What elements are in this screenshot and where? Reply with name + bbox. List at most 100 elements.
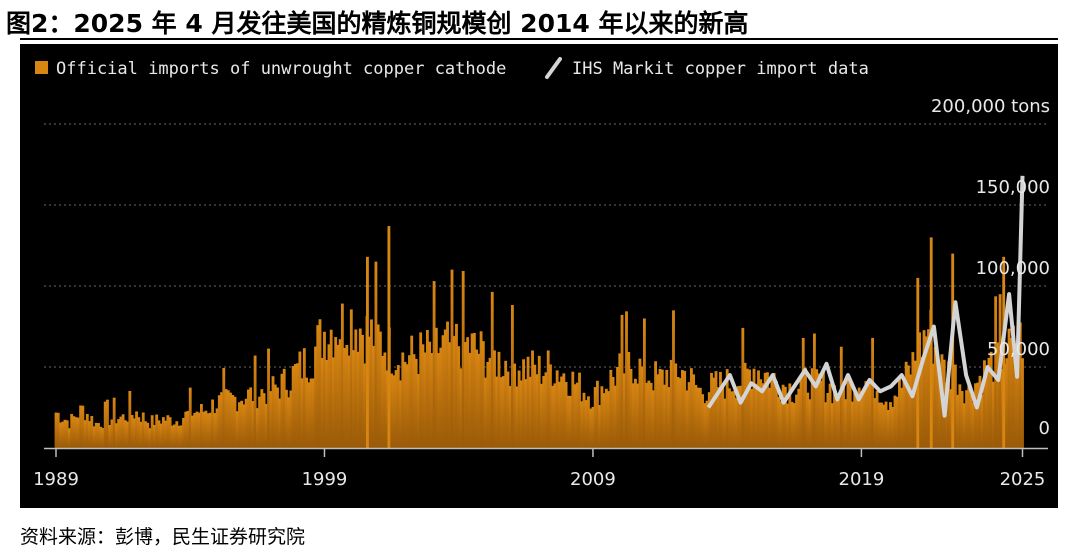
official-bar-226 (560, 376, 564, 448)
official-bar-370 (882, 404, 886, 448)
official-bar-205 (513, 363, 517, 448)
official-bar-224 (555, 370, 559, 448)
official-bar-340 (815, 369, 819, 448)
official-bar-358 (855, 396, 859, 448)
official-bar-378 (900, 387, 904, 448)
official-bar-4 (63, 419, 67, 448)
legend-label-ihs: IHS Markit copper import data (572, 59, 869, 79)
official-bar-405 (960, 391, 964, 448)
official-bar-111 (302, 348, 306, 448)
official-bar-85 (244, 398, 248, 448)
official-bar-336 (806, 392, 810, 448)
official-bar-316 (761, 383, 765, 448)
official-bar-272 (663, 384, 666, 448)
official-bar-356 (851, 401, 854, 448)
official-bar-193 (486, 361, 490, 448)
official-bar-148 (385, 370, 389, 448)
official-bar-410 (971, 402, 975, 448)
official-bar-409 (969, 394, 973, 448)
official-bar-418 (989, 351, 993, 448)
official-bar-415 (983, 360, 986, 448)
official-bar-265 (647, 380, 651, 448)
official-bar-278 (676, 376, 680, 448)
official-bar-222 (551, 385, 555, 448)
x-tick-label-2: 2009 (570, 469, 616, 490)
official-bar-40 (144, 421, 147, 448)
official-bar-217 (540, 383, 543, 448)
official-bar-99 (276, 387, 279, 448)
official-bar-41 (146, 422, 150, 448)
official-bar-321 (772, 372, 776, 448)
official-bar-366 (873, 398, 877, 448)
official-bar-252 (618, 353, 622, 448)
official-bar-5 (65, 420, 69, 448)
official-bar-161 (414, 358, 418, 448)
official-bar-92 (260, 389, 264, 448)
official-bar-253 (620, 314, 624, 448)
official-spike-5 (916, 277, 920, 448)
official-bar-82 (238, 402, 241, 448)
official-bar-3 (61, 421, 65, 448)
official-bar-190 (479, 331, 483, 448)
official-bar-157 (405, 364, 409, 448)
official-bar-66 (202, 411, 206, 448)
official-bar-348 (833, 385, 836, 448)
official-bar-238 (587, 396, 590, 448)
official-bar-283 (687, 382, 691, 448)
official-bar-140 (367, 336, 371, 448)
official-bar-43 (150, 415, 154, 448)
official-bar-214 (533, 364, 537, 448)
official-bar-286 (694, 384, 698, 448)
official-bar-332 (797, 388, 801, 448)
official-bar-187 (472, 332, 476, 448)
official-bar-202 (506, 371, 510, 448)
official-bar-68 (206, 413, 210, 448)
official-bar-158 (408, 355, 411, 448)
official-bar-404 (958, 384, 962, 448)
official-bar-145 (378, 331, 382, 448)
official-bar-106 (291, 366, 295, 448)
official-bar-227 (562, 373, 566, 448)
official-bar-331 (795, 394, 798, 448)
official-bar-113 (307, 382, 311, 448)
official-bar-416 (985, 372, 989, 448)
official-bar-101 (280, 373, 284, 448)
official-bar-33 (128, 390, 132, 448)
official-bar-184 (466, 337, 470, 448)
official-bar-34 (130, 415, 134, 448)
ihs-markit-series (706, 175, 1025, 418)
y-axis-labels: 200,000 tons 150,000 100,000 50,000 0 (931, 96, 1050, 439)
official-bar-168 (430, 353, 434, 448)
official-bar-189 (477, 353, 481, 448)
official-bar-64 (197, 412, 201, 448)
official-bar-362 (864, 381, 868, 448)
official-bar-219 (544, 372, 548, 448)
official-bar-261 (638, 358, 642, 448)
official-bar-360 (859, 396, 863, 448)
official-bar-63 (195, 411, 199, 448)
official-bar-73 (217, 395, 221, 448)
official-bar-328 (788, 383, 792, 448)
official-bar-239 (589, 408, 593, 448)
official-bar-28 (117, 419, 121, 448)
official-bar-154 (399, 380, 402, 448)
official-bar-37 (137, 417, 141, 448)
official-bar-26 (112, 397, 116, 448)
title-divider (20, 38, 1058, 40)
official-bar-164 (421, 344, 425, 448)
official-bar-127 (338, 339, 342, 448)
official-bar-57 (182, 417, 185, 448)
official-bar-402 (953, 364, 957, 448)
official-bar-74 (220, 392, 223, 448)
official-bar-312 (752, 368, 756, 448)
official-bar-45 (155, 414, 159, 448)
official-bar-287 (696, 387, 700, 448)
official-bar-212 (528, 376, 532, 448)
gridlines (44, 123, 1048, 368)
official-bar-303 (732, 391, 736, 448)
official-bar-355 (848, 378, 852, 448)
official-bar-359 (857, 387, 861, 448)
official-bar-27 (114, 423, 118, 448)
official-bar-295 (714, 371, 718, 448)
official-bar-258 (631, 383, 635, 448)
